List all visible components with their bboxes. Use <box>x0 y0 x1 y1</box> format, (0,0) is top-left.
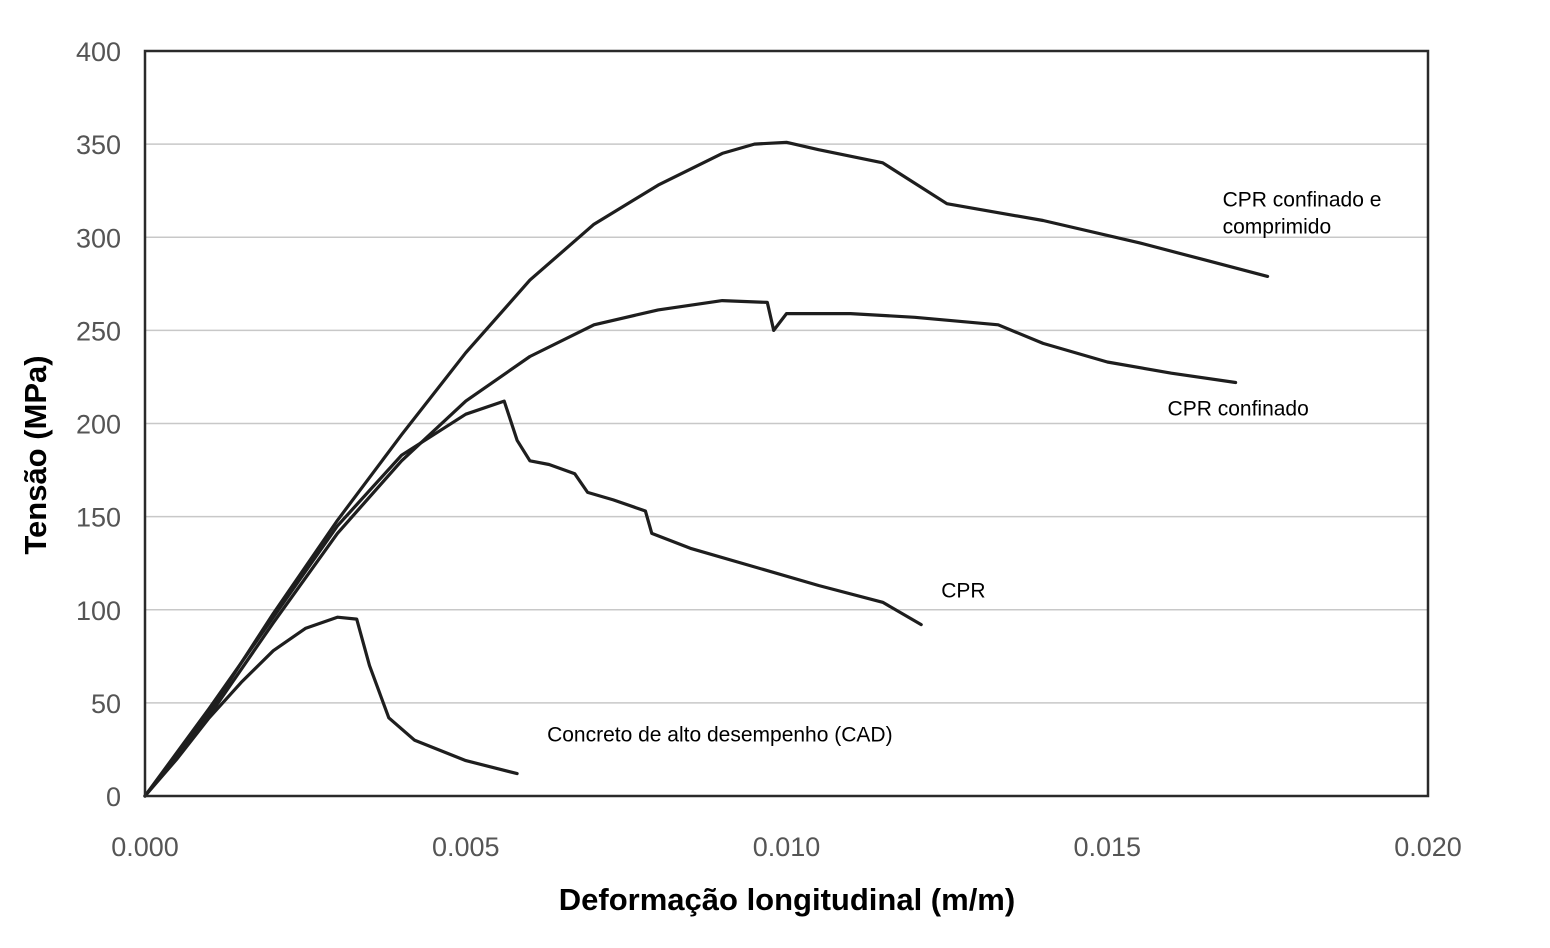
series-label: CPR <box>941 580 985 603</box>
y-tick-label: 100 <box>76 596 121 626</box>
x-tick-label: 0.005 <box>432 832 500 862</box>
series-label: CPR confinado e <box>1223 188 1382 211</box>
y-tick-label: 400 <box>76 37 121 67</box>
y-axis-ticks: 0 50 100 150 200 250 300 350 400 <box>76 37 121 812</box>
x-tick-label: 0.010 <box>753 832 821 862</box>
x-tick-label: 0.000 <box>111 832 179 862</box>
series-lines <box>143 140 1270 798</box>
plot-area-frame <box>143 49 1430 798</box>
series-annotations: CPR confinado e comprimido CPR confinado CP… <box>547 188 1381 746</box>
x-axis-ticks: 0.000 0.005 0.010 0.015 0.020 <box>111 832 1462 862</box>
x-tick-label: 0.020 <box>1394 832 1462 862</box>
y-tick-label: 0 <box>106 782 121 812</box>
y-tick-label: 150 <box>76 503 121 533</box>
y-tick-label: 200 <box>76 410 121 440</box>
y-tick-label: 250 <box>76 316 121 346</box>
series-line-0 <box>143 140 1270 798</box>
y-axis-title: Tensão (MPa) <box>18 355 53 554</box>
y-tick-label: 300 <box>76 223 121 253</box>
series-label: CPR confinado <box>1168 398 1309 421</box>
series-line-2 <box>143 399 923 798</box>
series-label: comprimido <box>1223 215 1332 238</box>
x-tick-label: 0.015 <box>1073 832 1141 862</box>
series-label: Concreto de alto desempenho (CAD) <box>547 724 893 747</box>
series-line-1 <box>143 299 1238 798</box>
series-line-3 <box>143 615 519 798</box>
y-tick-label: 350 <box>76 130 121 160</box>
y-tick-label: 50 <box>91 689 121 719</box>
gridlines <box>145 143 1428 704</box>
x-axis-title: Deformação longitudinal (m/m) <box>559 882 1015 917</box>
